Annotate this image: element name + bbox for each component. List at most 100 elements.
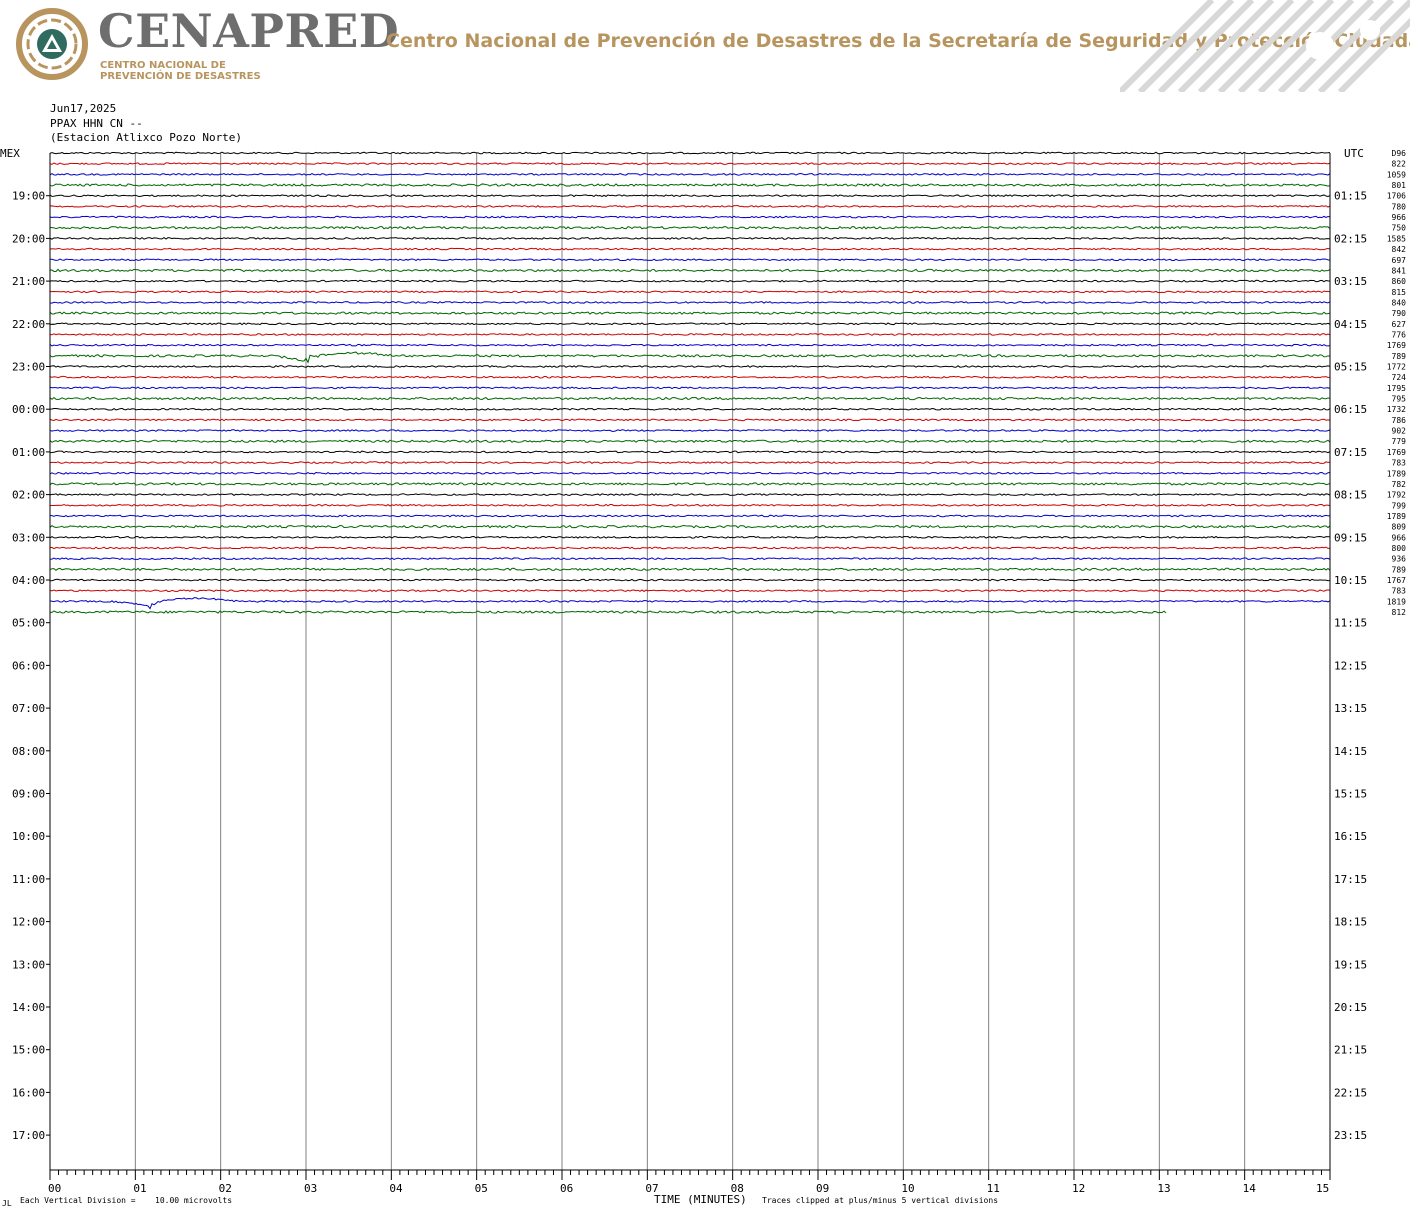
right-hour-label: 23:15 [1334, 1129, 1367, 1142]
trace-rms-value: 1772 [1387, 363, 1406, 372]
seismic-trace [49, 429, 1331, 432]
right-hour-label: 22:15 [1334, 1086, 1367, 1099]
seismic-trace [49, 194, 1331, 198]
trace-rms-value: 966 [1392, 533, 1407, 542]
right-hour-label: 19:15 [1334, 958, 1367, 971]
brand-subtitle: CENTRO NACIONAL DE PREVENCIÓN DE DESASTR… [100, 60, 261, 82]
left-hour-label: 00:00 [12, 403, 45, 416]
seismic-trace [49, 418, 1331, 422]
seismic-trace [49, 546, 1331, 550]
trace-rms-value: 800 [1392, 544, 1407, 553]
left-hour-label: 12:00 [12, 916, 45, 929]
seismic-trace [49, 450, 1331, 454]
left-hour-label: 07:00 [12, 702, 45, 715]
trace-rms-value: 750 [1392, 224, 1407, 233]
seismic-trace [49, 461, 1331, 464]
trace-rms-value: 842 [1392, 245, 1407, 254]
scale-value: 10.00 microvolts [155, 1196, 232, 1205]
left-hour-label: 23:00 [12, 361, 45, 374]
seismic-trace [49, 524, 1331, 529]
x-tick-label: 04 [389, 1182, 403, 1195]
right-hour-label: 04:15 [1334, 318, 1367, 331]
trace-rms-value: 841 [1392, 266, 1407, 275]
right-hour-label: 11:15 [1334, 617, 1367, 630]
seismic-trace [49, 610, 1167, 614]
seismic-trace [49, 301, 1331, 304]
left-hour-label: 14:00 [12, 1001, 45, 1014]
left-hour-label: 03:00 [12, 531, 45, 544]
left-hour-label: 17:00 [12, 1129, 45, 1142]
seismic-trace [49, 322, 1331, 326]
x-tick-label: 01 [133, 1182, 146, 1195]
seismic-trace [49, 386, 1331, 390]
trace-rms-value: D96 [1392, 149, 1407, 158]
x-tick-label: 08 [731, 1182, 744, 1195]
header-banner: CENAPRED CENTRO NACIONAL DE PREVENCIÓN D… [0, 0, 1410, 92]
trace-rms-value: 1706 [1387, 192, 1406, 201]
seismic-trace [49, 343, 1331, 347]
left-hour-label: 08:00 [12, 745, 45, 758]
corner-mark: JL [2, 1199, 12, 1208]
trace-rms-value: 783 [1392, 459, 1407, 468]
seismic-trace [49, 407, 1331, 411]
trace-rms-value: 780 [1392, 202, 1407, 211]
right-hour-label: 06:15 [1334, 403, 1367, 416]
brand-subtitle-line1: CENTRO NACIONAL DE [100, 60, 226, 71]
trace-rms-value: 966 [1392, 213, 1407, 222]
seismic-trace [49, 204, 1331, 208]
left-hour-label: 16:00 [12, 1086, 45, 1099]
trace-rms-value: 1059 [1387, 170, 1406, 179]
right-hour-label: 16:15 [1334, 830, 1367, 843]
right-hour-label: 03:15 [1334, 275, 1367, 288]
cenapred-logo-icon [16, 8, 88, 80]
trace-rms-value: 786 [1392, 416, 1407, 425]
trace-rms-value: 795 [1392, 395, 1407, 404]
seismic-trace [49, 268, 1331, 273]
right-hour-label: 10:15 [1334, 574, 1367, 587]
trace-rms-value: 1732 [1387, 405, 1406, 414]
seismic-trace [49, 535, 1331, 539]
brand-subtitle-line2: PREVENCIÓN DE DESASTRES [100, 71, 261, 82]
seismic-trace [49, 493, 1331, 497]
trace-group [49, 151, 1331, 614]
trace-rms-value: 789 [1392, 565, 1407, 574]
right-hour-label: 13:15 [1334, 702, 1367, 715]
right-hour-label: 05:15 [1334, 361, 1367, 374]
x-tick-label: 07 [645, 1182, 658, 1195]
trace-rms-value: 1769 [1387, 341, 1406, 350]
trace-rms-value: 801 [1392, 181, 1407, 190]
station-info: Jun17,2025 PPAX HHN CN -- (Estacion Atlixc… [50, 102, 242, 146]
trace-rms-value: 776 [1392, 330, 1407, 339]
trace-rms-value: 1789 [1387, 512, 1406, 521]
x-tick-label: 15 [1316, 1182, 1329, 1195]
seismic-trace [49, 279, 1331, 283]
seismic-trace [49, 597, 1331, 610]
left-hour-label: 04:00 [12, 574, 45, 587]
seismic-trace [49, 439, 1331, 443]
seismic-trace [49, 247, 1331, 251]
trace-rms-value: 815 [1392, 288, 1407, 297]
agency-name: Centro Nacional de Prevención de Desastr… [386, 30, 1410, 52]
left-hour-label: 19:00 [12, 190, 45, 203]
trace-rms-value: 936 [1392, 555, 1407, 564]
trace-rms-value: 860 [1392, 277, 1407, 286]
seismic-trace [49, 162, 1331, 166]
right-hour-label: 18:15 [1334, 916, 1367, 929]
right-hour-label: 21:15 [1334, 1044, 1367, 1057]
x-tick-label: 14 [1243, 1182, 1257, 1195]
record-date: Jun17,2025 [50, 102, 117, 115]
trace-rms-value: 840 [1392, 298, 1407, 307]
seismic-trace [49, 567, 1331, 572]
trace-rms-value: 783 [1392, 587, 1407, 596]
left-hour-label: 11:00 [12, 873, 45, 886]
left-hour-label: 09:00 [12, 788, 45, 801]
right-hour-label: 09:15 [1334, 531, 1367, 544]
seismic-trace [49, 333, 1331, 336]
left-hour-label: 10:00 [12, 830, 45, 843]
right-hour-label: 17:15 [1334, 873, 1367, 886]
plot-axes: 00 01 02 03 04 05 06 07 08 09 10 11 12 13 14 15 19:00 20:… [12, 149, 1406, 1195]
decorative-pattern-icon [1120, 0, 1410, 92]
trace-rms-value: 1795 [1387, 384, 1406, 393]
seismic-trace [49, 236, 1331, 240]
left-hour-label: 20:00 [12, 232, 45, 245]
